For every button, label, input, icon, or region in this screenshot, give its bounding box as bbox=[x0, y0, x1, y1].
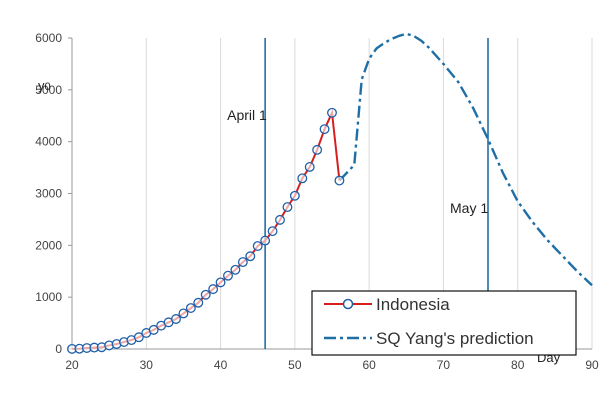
data-point-indonesia-46 bbox=[260, 235, 271, 246]
data-point-indonesia-35 bbox=[178, 308, 189, 319]
x-tick-label-60: 60 bbox=[362, 358, 376, 372]
data-point-indonesia-31 bbox=[148, 324, 159, 335]
vline-label-0: April 1 bbox=[227, 107, 267, 123]
x-tick-label-50: 50 bbox=[288, 358, 302, 372]
data-point-indonesia-54 bbox=[319, 124, 330, 135]
y-tick-label-5000: 5000 bbox=[35, 83, 62, 97]
series-line-prediction bbox=[338, 32, 593, 287]
data-point-indonesia-45 bbox=[252, 241, 263, 252]
data-point-indonesia-41 bbox=[223, 270, 233, 281]
data-point-indonesia-40 bbox=[215, 277, 226, 288]
legend-box bbox=[311, 290, 577, 356]
data-point-indonesia-52 bbox=[304, 162, 315, 172]
data-point-indonesia-56 bbox=[334, 175, 345, 186]
data-point-indonesia-49 bbox=[282, 202, 293, 213]
series-line-indonesia bbox=[71, 109, 341, 350]
series bbox=[67, 32, 593, 354]
data-point-indonesia-44 bbox=[245, 251, 256, 262]
data-point-indonesia-38 bbox=[200, 289, 211, 300]
data-point-indonesia-53 bbox=[312, 144, 323, 155]
x-tick-label-20: 20 bbox=[65, 358, 79, 372]
data-point-indonesia-37 bbox=[193, 297, 204, 308]
vline-label-1: May 1 bbox=[450, 200, 488, 216]
data-point-indonesia-34 bbox=[171, 314, 181, 324]
x-tick-label-80: 80 bbox=[511, 358, 525, 372]
legend: Indonesia SQ Yang's prediction bbox=[311, 290, 577, 356]
x-tick-label-90: 90 bbox=[585, 358, 599, 372]
x-tick-label-30: 30 bbox=[140, 358, 154, 372]
x-tick-label-70: 70 bbox=[437, 358, 451, 372]
tick-labels: 0 1000 2000 3000 4000 5000 6000 20 30 40 50 60 70 80 9… bbox=[35, 31, 599, 372]
y-tick-label-6000: 6000 bbox=[35, 31, 62, 45]
y-axis-label: y0 bbox=[38, 78, 51, 93]
data-point-indonesia-47 bbox=[267, 226, 278, 237]
data-point-indonesia-48 bbox=[275, 214, 285, 225]
data-point-indonesia-50 bbox=[289, 190, 300, 201]
data-point-indonesia-43 bbox=[237, 257, 248, 268]
y-tick-label-3000: 3000 bbox=[35, 187, 62, 201]
legend-label-prediction: SQ Yang's prediction bbox=[376, 329, 534, 348]
data-point-indonesia-42 bbox=[230, 264, 241, 275]
y-tick-label-4000: 4000 bbox=[35, 135, 62, 149]
y-tick-label-0: 0 bbox=[55, 342, 62, 356]
data-point-indonesia-51 bbox=[297, 173, 308, 184]
data-point-indonesia-39 bbox=[208, 284, 219, 295]
legend-marker-indonesia bbox=[342, 298, 354, 310]
x-tick-label-40: 40 bbox=[214, 358, 228, 372]
legend-label-indonesia: Indonesia bbox=[376, 295, 450, 314]
y-tick-label-1000: 1000 bbox=[35, 290, 62, 304]
data-point-indonesia-36 bbox=[185, 303, 196, 314]
y-tick-label-2000: 2000 bbox=[35, 238, 62, 252]
data-point-indonesia-29 bbox=[133, 332, 144, 343]
data-point-indonesia-55 bbox=[327, 107, 337, 118]
